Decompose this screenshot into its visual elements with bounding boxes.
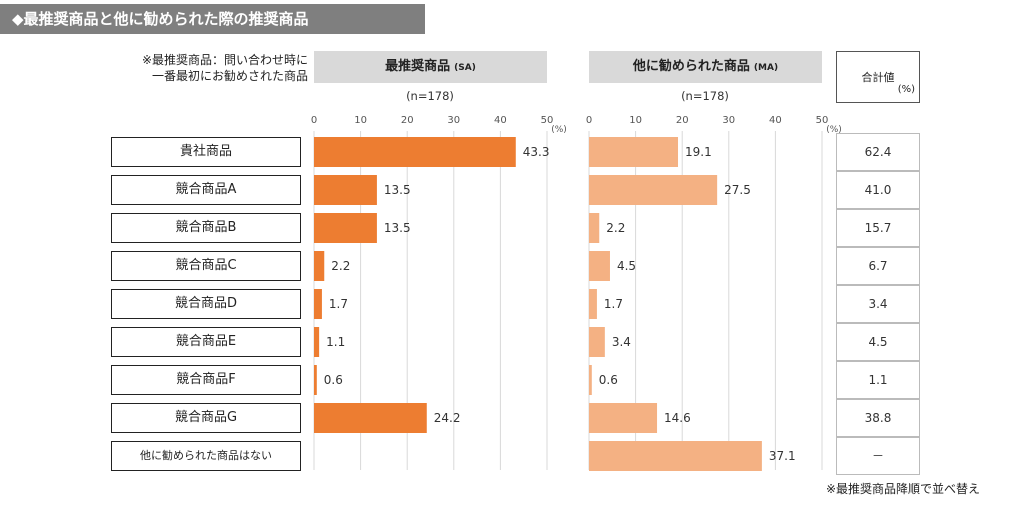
left-tick-label: 50	[541, 115, 554, 126]
right-panel-tag: (MA)	[753, 63, 779, 73]
left-data-label: 1.1	[326, 335, 345, 349]
right-data-label: 37.1	[769, 449, 796, 463]
left-data-label: 13.5	[384, 221, 411, 235]
right-data-label: 1.7	[604, 297, 623, 311]
left-bar	[314, 289, 322, 319]
left-panel-title: 最推奨商品	[385, 59, 451, 74]
right-panel-title: 他に勧められた商品	[632, 59, 750, 74]
right-data-label: 0.6	[599, 373, 618, 387]
total-value: 6.7	[836, 247, 920, 285]
chart-title-bar: ◆最推奨商品と他に勧められた際の推奨商品	[0, 4, 425, 34]
left-tick-label: 20	[401, 115, 414, 126]
right-bar	[589, 441, 762, 471]
right-tick-label: 20	[676, 115, 689, 126]
right-bar	[589, 403, 658, 433]
left-data-label: 13.5	[384, 183, 411, 197]
left-data-label: 2.2	[331, 259, 350, 273]
right-tick-label: 50	[816, 115, 829, 126]
category-label: 競合商品B	[111, 213, 301, 243]
right-tick-label: 10	[629, 115, 642, 126]
total-unit: (%)	[897, 84, 915, 95]
left-bar	[314, 251, 325, 281]
left-tick-label: 10	[354, 115, 367, 126]
left-bar	[314, 213, 377, 243]
right-bar	[589, 365, 592, 395]
left-panel-header: 最推奨商品 (SA)	[314, 51, 547, 83]
right-bar	[589, 327, 605, 357]
right-tick-label: 0	[586, 115, 592, 126]
right-axis-unit: (%)	[826, 125, 842, 135]
right-data-label: 2.2	[606, 221, 625, 235]
left-bar	[314, 403, 427, 433]
total-value: 41.0	[836, 171, 920, 209]
definition-note-line1: ※最推奨商品：問い合わせ時に	[141, 53, 308, 67]
left-sample-size: (n=178)	[406, 89, 454, 103]
total-value: 62.4	[836, 133, 920, 171]
total-value: 38.8	[836, 399, 920, 437]
chart-title: ◆最推奨商品と他に勧められた際の推奨商品	[12, 10, 309, 28]
definition-note: ※最推奨商品：問い合わせ時に 一番最初にお勧めされた商品	[98, 52, 308, 84]
sort-footnote: ※最推奨商品降順で並べ替え	[826, 482, 981, 496]
left-tick-label: 40	[494, 115, 507, 126]
left-data-label: 0.6	[324, 373, 343, 387]
category-label: 貴社商品	[111, 137, 301, 167]
left-tick-label: 30	[447, 115, 460, 126]
right-data-label: 19.1	[685, 145, 712, 159]
total-value: －	[836, 437, 920, 475]
left-bar	[314, 175, 377, 205]
right-data-label: 27.5	[724, 183, 751, 197]
left-data-label: 24.2	[434, 411, 461, 425]
left-bar	[314, 365, 317, 395]
category-label: 他に勧められた商品はない	[111, 441, 301, 471]
right-data-label: 14.6	[664, 411, 691, 425]
total-value: 15.7	[836, 209, 920, 247]
category-label: 競合商品A	[111, 175, 301, 205]
right-tick-label: 40	[769, 115, 782, 126]
definition-note-line2: 一番最初にお勧めされた商品	[151, 69, 308, 83]
left-tick-label: 0	[311, 115, 317, 126]
right-data-label: 3.4	[612, 335, 631, 349]
total-value: 1.1	[836, 361, 920, 399]
left-axis-unit: (%)	[551, 125, 567, 135]
left-data-label: 1.7	[329, 297, 348, 311]
right-bar	[589, 137, 679, 167]
category-label: 競合商品F	[111, 365, 301, 395]
total-value: 3.4	[836, 285, 920, 323]
left-bar	[314, 327, 320, 357]
left-data-label: 43.3	[523, 145, 550, 159]
right-bar	[589, 251, 610, 281]
right-panel-header: 他に勧められた商品 (MA)	[589, 51, 822, 83]
category-label: 競合商品D	[111, 289, 301, 319]
left-bar	[314, 137, 516, 167]
right-tick-label: 30	[722, 115, 735, 126]
right-bar	[589, 175, 718, 205]
category-label: 競合商品E	[111, 327, 301, 357]
category-label: 競合商品C	[111, 251, 301, 281]
total-value: 4.5	[836, 323, 920, 361]
right-sample-size: (n=178)	[681, 89, 729, 103]
category-label: 競合商品G	[111, 403, 301, 433]
total-header: 合計値 (%)	[836, 51, 920, 103]
total-title: 合計値	[861, 71, 895, 84]
right-bar	[589, 213, 600, 243]
right-data-label: 4.5	[617, 259, 636, 273]
right-bar	[589, 289, 597, 319]
left-panel-tag: (SA)	[454, 63, 476, 73]
